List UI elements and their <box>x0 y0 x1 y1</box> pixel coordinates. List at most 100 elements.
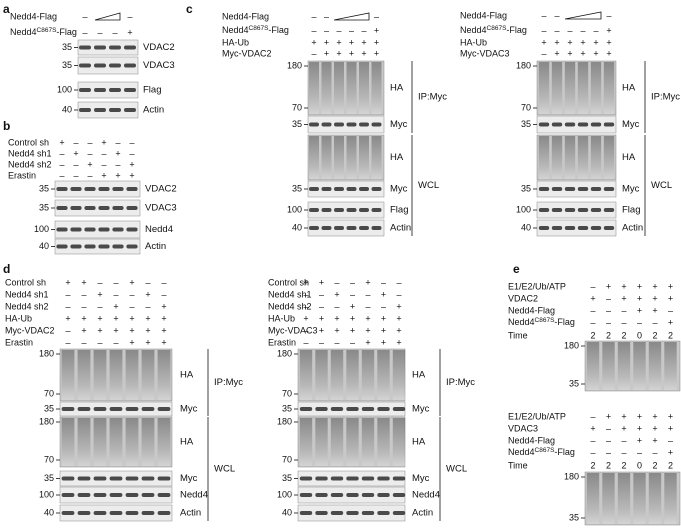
smear <box>361 350 375 400</box>
sign: – <box>319 301 324 311</box>
band <box>126 187 138 191</box>
band <box>321 208 332 212</box>
band <box>603 122 615 127</box>
mw-marker: 180 <box>564 471 579 481</box>
band <box>346 122 357 127</box>
sign: – <box>349 25 354 35</box>
sign: 2 <box>590 330 595 340</box>
blot <box>307 60 385 116</box>
band <box>299 476 313 481</box>
band <box>109 493 123 497</box>
sign: + <box>637 281 642 291</box>
blot-label: Actin <box>390 223 411 234</box>
sign: – <box>381 301 386 311</box>
sign: + <box>311 37 316 47</box>
row-label: Control sh <box>5 277 46 287</box>
smear <box>617 473 631 524</box>
sign: – <box>668 305 673 315</box>
blot-label: Actin <box>180 508 201 519</box>
section-label: IP:Myc <box>418 92 447 103</box>
band <box>112 206 124 210</box>
band <box>77 511 91 515</box>
band <box>112 244 124 249</box>
smear <box>334 62 344 114</box>
smear <box>564 62 576 114</box>
blot-label: Actin <box>412 508 433 519</box>
sign: + <box>161 325 166 335</box>
sign: + <box>590 293 595 303</box>
band <box>109 407 123 411</box>
sign: + <box>637 411 642 421</box>
sign: 2 <box>606 460 611 470</box>
sign: + <box>349 37 354 47</box>
sign: + <box>606 25 611 35</box>
smear <box>309 136 319 179</box>
band <box>124 45 136 50</box>
mw-marker: 40 <box>44 507 54 517</box>
smear <box>602 342 615 390</box>
band <box>84 227 96 232</box>
blot-label: Actin <box>622 223 643 234</box>
sign: + <box>361 37 366 47</box>
wedge <box>564 11 602 20</box>
band <box>98 227 110 232</box>
panel-letter: b <box>3 119 10 133</box>
band <box>577 187 589 191</box>
blot-label: Myc <box>180 473 198 484</box>
sign: – <box>311 11 316 21</box>
sign: – <box>554 10 559 20</box>
mw-marker: 35 <box>282 403 292 413</box>
sign: 2 <box>652 460 657 470</box>
sign: – <box>652 317 657 327</box>
smear <box>586 473 600 524</box>
band <box>56 206 68 210</box>
row-label: Nedd4 sh2 <box>8 159 52 169</box>
mw-marker: 35 <box>39 202 49 212</box>
section-label: WCL <box>418 180 439 191</box>
sign: 0 <box>637 330 642 340</box>
mw-marker: 40 <box>39 241 49 251</box>
sign: – <box>82 11 87 21</box>
sign: + <box>652 435 657 445</box>
row-label: Control sh <box>8 137 49 147</box>
band <box>56 187 68 191</box>
smear <box>109 350 123 400</box>
sign: 2 <box>668 460 673 470</box>
band <box>98 244 110 249</box>
smear <box>603 136 615 179</box>
blot-label: VDAC3 <box>143 60 175 71</box>
sign: – <box>101 148 106 158</box>
band <box>359 187 369 191</box>
blot-label: Nedd4 <box>412 490 440 501</box>
band <box>157 511 171 515</box>
sign: – <box>593 25 598 35</box>
band <box>124 108 136 112</box>
band <box>577 122 589 127</box>
label-sup: C867S <box>249 25 270 32</box>
band <box>377 476 390 481</box>
sign: + <box>606 37 611 47</box>
sign: – <box>59 159 64 169</box>
sign: + <box>365 325 370 335</box>
sign: + <box>652 305 657 315</box>
sign: – <box>311 48 316 58</box>
smear <box>321 62 332 114</box>
row-label: Nedd4C867S-Flag <box>222 25 289 36</box>
band <box>538 226 550 230</box>
sign: 2 <box>652 330 657 340</box>
band <box>346 476 359 481</box>
label-text: Nedd4 <box>508 317 535 327</box>
section-label: WCL <box>446 464 467 475</box>
sign: – <box>621 317 626 327</box>
sign: – <box>115 137 120 147</box>
band <box>84 187 96 191</box>
sign: + <box>129 325 134 335</box>
band <box>109 88 121 92</box>
band <box>157 493 171 497</box>
band <box>330 511 344 515</box>
sign: – <box>396 289 401 299</box>
mw-marker: 70 <box>282 388 292 398</box>
blot-label: Myc <box>622 119 640 130</box>
mw-marker: 100 <box>39 489 54 499</box>
sign: – <box>129 148 134 158</box>
